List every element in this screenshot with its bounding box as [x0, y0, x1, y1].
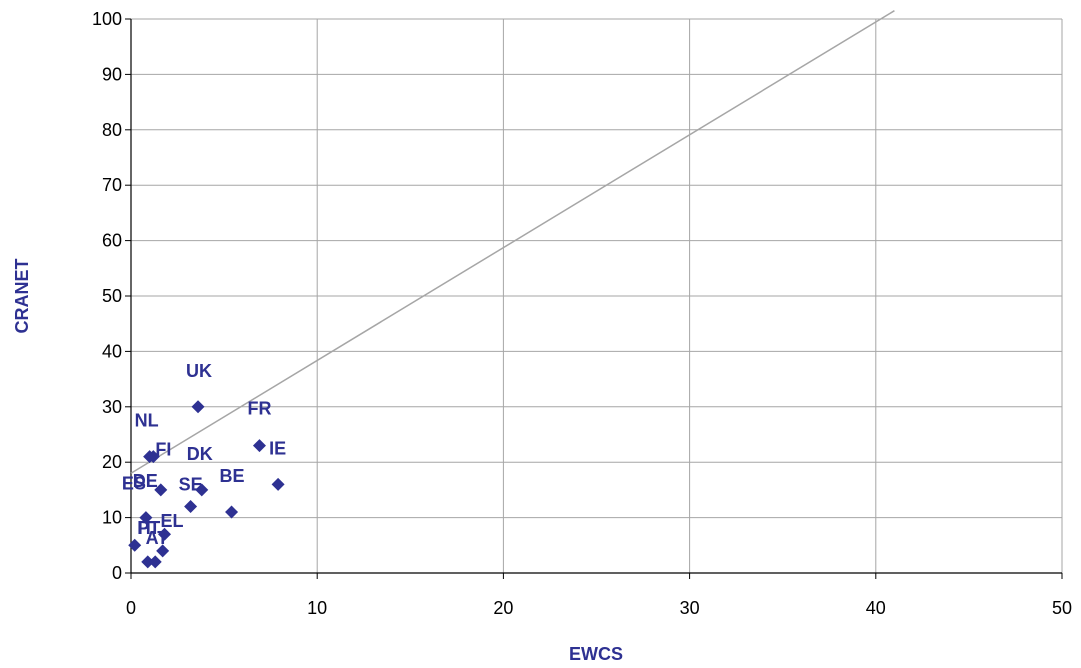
y-tick-label: 100: [92, 9, 122, 29]
x-tick-label: 50: [1052, 598, 1072, 618]
y-tick-label: 60: [102, 231, 122, 251]
data-point-at: [156, 544, 170, 558]
tick-labels: 0 10 20 30 40 50 60 70 80 90 100 0 10 20 30 40 50: [92, 9, 1072, 618]
y-tick-label: 30: [102, 397, 122, 417]
data-point-ie: [271, 477, 285, 491]
point-label-pt: PT: [137, 518, 160, 538]
y-tick-label: 0: [112, 563, 122, 583]
x-tick-label: 40: [866, 598, 886, 618]
x-axis-title: EWCS: [569, 644, 623, 664]
x-tick-label: 10: [307, 598, 327, 618]
data-points: [128, 400, 285, 569]
point-label-es: ES: [122, 474, 146, 494]
y-tick-label: 20: [102, 452, 122, 472]
y-tick-label: 40: [102, 341, 122, 361]
point-label-be: BE: [220, 466, 245, 486]
y-tick-label: 70: [102, 175, 122, 195]
point-label-it: IT: [138, 518, 154, 538]
data-point-unlabeled: [128, 538, 142, 552]
gridlines: [131, 18, 1063, 574]
data-point-be: [225, 505, 239, 519]
data-point-it: [141, 555, 155, 569]
y-tick-label: 80: [102, 120, 122, 140]
axes: [125, 18, 1063, 579]
data-point-uk: [191, 400, 205, 414]
x-tick-label: 30: [680, 598, 700, 618]
data-point-fr: [252, 439, 266, 453]
point-label-ie: IE: [269, 438, 286, 458]
data-point-se: [184, 500, 198, 514]
y-tick-label: 90: [102, 64, 122, 84]
point-label-uk: UK: [186, 361, 212, 381]
point-label-se: SE: [179, 475, 203, 495]
point-label-fi: FI: [155, 440, 171, 460]
y-tick-label: 10: [102, 508, 122, 528]
reference-line: [130, 10, 895, 474]
point-label-nl: NL: [135, 411, 159, 431]
point-label-el: EL: [161, 511, 184, 531]
point-label-dk: DK: [187, 444, 213, 464]
data-point-de: [154, 483, 168, 497]
point-label-fr: FR: [247, 399, 271, 419]
x-tick-label: 0: [126, 598, 136, 618]
y-axis-title: CRANET: [12, 258, 32, 333]
data-point-pt: [148, 555, 162, 569]
y-tick-label: 50: [102, 286, 122, 306]
data-point-dk: [195, 483, 209, 497]
point-label-de: DE: [133, 471, 158, 491]
data-point-el: [158, 527, 172, 541]
data-point-fi: [146, 450, 160, 464]
data-point-es: [139, 511, 153, 525]
point-label-at: AT: [146, 528, 169, 548]
x-tick-label: 20: [493, 598, 513, 618]
